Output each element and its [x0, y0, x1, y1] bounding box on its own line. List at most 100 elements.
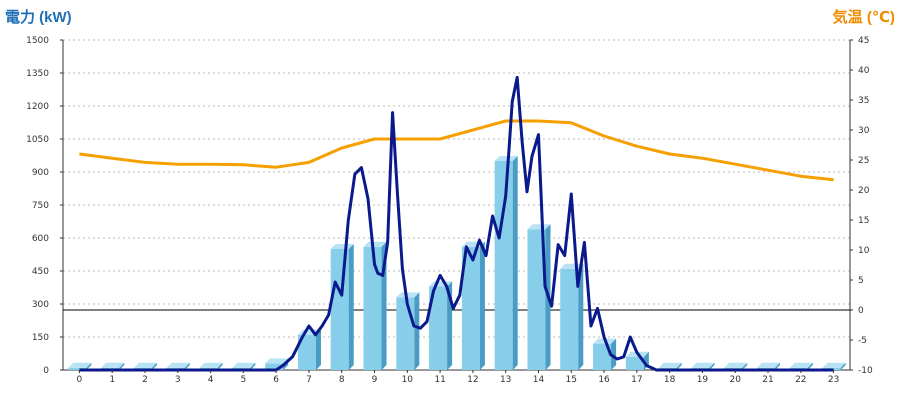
- x-tick-label: 14: [533, 375, 545, 385]
- power-bar-side: [348, 244, 354, 370]
- x-tick-label: 12: [467, 375, 478, 385]
- power-bar-top: [101, 362, 125, 368]
- x-tick-label: 4: [208, 375, 214, 385]
- right-tick-label: 0: [858, 306, 864, 316]
- x-tick-label: 15: [566, 375, 577, 385]
- power-bar-top: [691, 362, 715, 368]
- power-bar: [396, 297, 415, 370]
- left-tick-label: 1050: [26, 135, 49, 145]
- power-bar: [363, 246, 382, 370]
- power-bar-side: [86, 362, 92, 370]
- left-tick-label: 0: [43, 366, 49, 376]
- power-bar-top: [199, 362, 223, 368]
- power-bar-side: [807, 362, 813, 370]
- power-bar-top: [363, 241, 387, 247]
- right-tick-label: 30: [858, 126, 870, 136]
- power-bar-top: [396, 292, 420, 298]
- x-tick-label: 16: [598, 375, 610, 385]
- power-bar: [265, 363, 284, 370]
- power-bar-side: [217, 362, 223, 370]
- power-bar-top: [724, 362, 748, 368]
- temperature-line: [79, 119, 834, 182]
- left-tick-label: 900: [32, 168, 49, 178]
- power-bar-top: [822, 362, 846, 368]
- power-bar: [429, 286, 448, 370]
- power-bar-side: [512, 156, 518, 370]
- power-bar-top: [494, 156, 518, 161]
- power-bar-top: [789, 362, 813, 368]
- power-bar: [527, 229, 546, 370]
- right-tick-label: 20: [858, 186, 870, 196]
- bar-series: [68, 156, 846, 370]
- right-tick-label: 25: [858, 156, 869, 166]
- power-bar-top: [232, 362, 256, 368]
- power-bar: [330, 249, 349, 370]
- right-tick-label: -5: [858, 336, 867, 346]
- power-bar-top: [330, 244, 354, 249]
- power-bar-side: [742, 362, 748, 370]
- x-tick-label: 23: [828, 375, 839, 385]
- x-tick-label: 19: [697, 375, 709, 385]
- power-bar-side: [775, 362, 781, 370]
- left-tick-label: 1350: [26, 69, 49, 79]
- power-bar-top: [133, 362, 157, 368]
- power-bar-side: [119, 362, 125, 370]
- x-tick-label: 6: [273, 375, 279, 385]
- power-bar: [494, 161, 513, 370]
- left-tick-label: 600: [32, 234, 49, 244]
- power-bar: [625, 356, 644, 370]
- x-tick-label: 10: [402, 375, 414, 385]
- right-tick-label: 45: [858, 36, 869, 46]
- power-series: [79, 75, 834, 372]
- power-bar-side: [414, 292, 420, 370]
- right-tick-label: 40: [858, 66, 870, 76]
- power-bar-side: [709, 362, 715, 370]
- x-tick-label: 21: [762, 375, 773, 385]
- power-line: [79, 75, 834, 372]
- right-axis-title: 気温 (℃): [833, 8, 895, 26]
- power-bar: [68, 367, 87, 370]
- power-bar-side: [184, 362, 190, 370]
- x-tick-label: 9: [372, 375, 378, 385]
- tick-labels: 01503004506007509001050120013501500-10-5…: [26, 36, 873, 385]
- power-bar-side: [578, 263, 584, 370]
- grid-lines: [63, 39, 850, 371]
- x-tick-label: 20: [730, 375, 742, 385]
- x-tick-label: 8: [339, 375, 345, 385]
- x-tick-label: 0: [77, 375, 83, 385]
- power-bar-side: [151, 362, 157, 370]
- power-bar-top: [527, 224, 551, 230]
- axes: [62, 40, 851, 371]
- right-tick-label: 35: [858, 96, 869, 106]
- left-tick-label: 450: [32, 267, 49, 277]
- x-tick-label: 17: [631, 375, 642, 385]
- x-tick-label: 11: [434, 375, 445, 385]
- x-tick-label: 18: [664, 375, 676, 385]
- temperature-series: [79, 119, 834, 182]
- power-bar-side: [676, 362, 682, 370]
- right-tick-label: 10: [858, 246, 870, 256]
- power-bar-top: [265, 358, 289, 364]
- x-tick-label: 22: [795, 375, 806, 385]
- power-bar: [560, 268, 579, 370]
- right-tick-label: 5: [858, 276, 864, 286]
- left-tick-label: 1500: [26, 36, 49, 46]
- power-bar-side: [479, 241, 485, 370]
- power-bar-side: [611, 338, 617, 370]
- left-tick-label: 750: [32, 201, 49, 211]
- right-tick-label: -10: [858, 366, 873, 376]
- power-bar-top: [166, 362, 190, 368]
- x-tick-label: 2: [142, 375, 148, 385]
- power-bar-side: [250, 362, 256, 370]
- left-axis-title: 電力 (kW): [5, 8, 72, 26]
- power-bar: [593, 343, 612, 370]
- x-tick-label: 1: [109, 375, 115, 385]
- left-tick-label: 150: [32, 333, 49, 343]
- x-tick-label: 3: [175, 375, 181, 385]
- x-tick-label: 5: [240, 375, 246, 385]
- power-bar: [461, 246, 480, 370]
- power-bar-side: [840, 362, 846, 370]
- power-bar-top: [658, 362, 682, 368]
- x-tick-label: 7: [306, 375, 312, 385]
